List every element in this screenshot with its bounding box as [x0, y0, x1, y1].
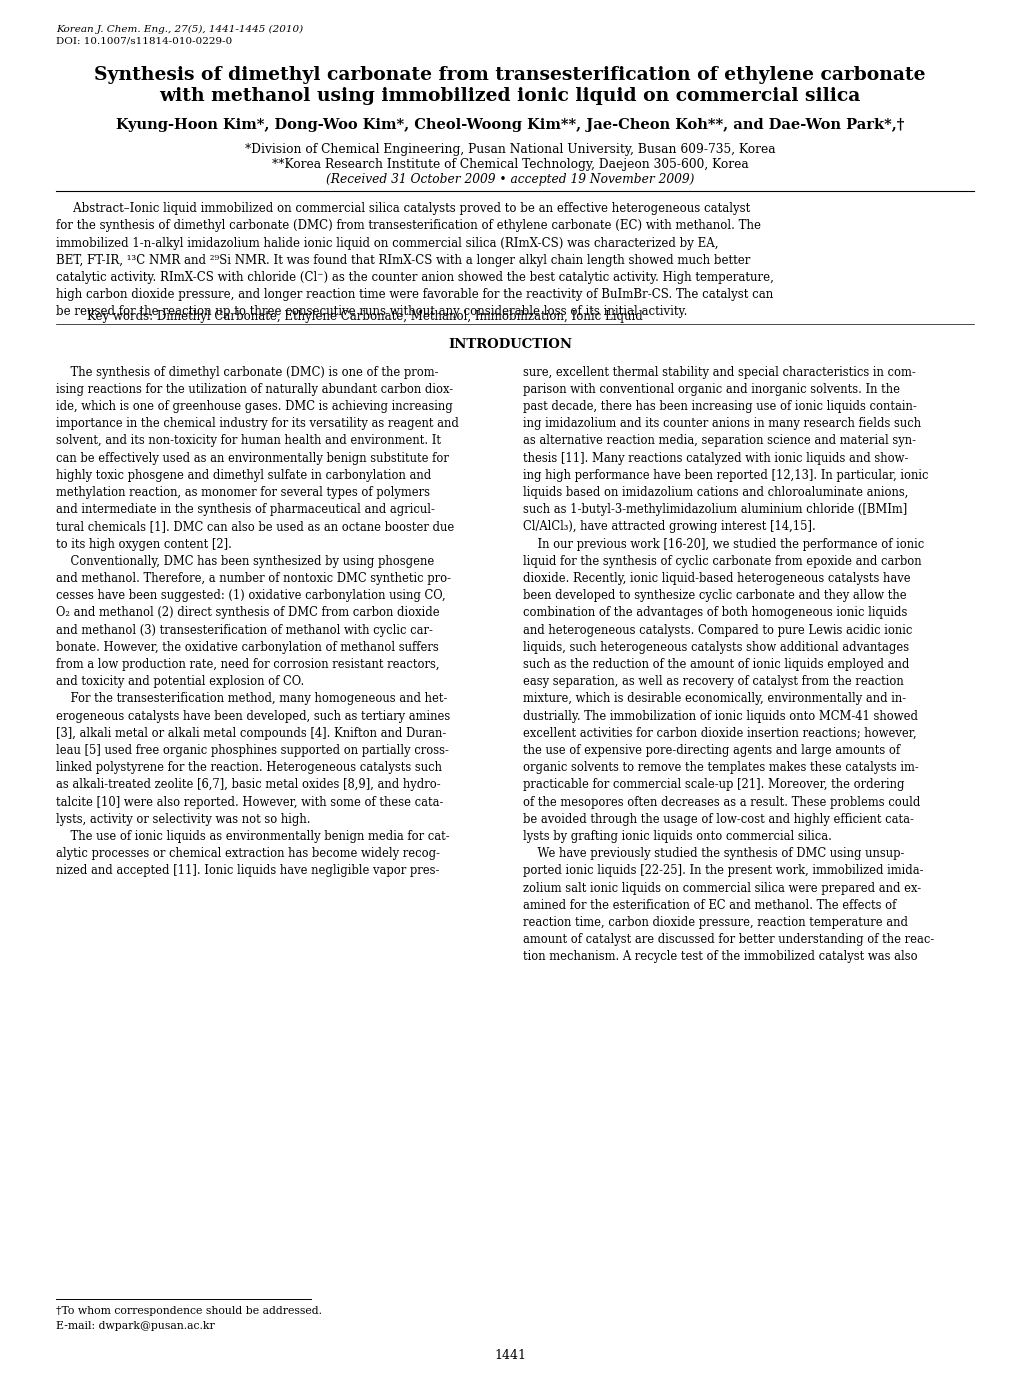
- Text: INTRODUCTION: INTRODUCTION: [447, 338, 572, 350]
- Text: Kyung-Hoon Kim*, Dong-Woo Kim*, Cheol-Woong Kim**, Jae-Cheon Koh**, and Dae-Won : Kyung-Hoon Kim*, Dong-Woo Kim*, Cheol-Wo…: [116, 118, 903, 132]
- Text: Key words: Dimethyl Carbonate, Ethylene Carbonate, Methanol, Immobilization, Ion: Key words: Dimethyl Carbonate, Ethylene …: [87, 310, 642, 323]
- Text: DOI: 10.1007/s11814-010-0229-0: DOI: 10.1007/s11814-010-0229-0: [56, 36, 232, 44]
- Text: E-mail: dwpark@pusan.ac.kr: E-mail: dwpark@pusan.ac.kr: [56, 1321, 215, 1331]
- Text: sure, excellent thermal stability and special characteristics in com-
parison wi: sure, excellent thermal stability and sp…: [523, 366, 933, 964]
- Text: with methanol using immobilized ionic liquid on commercial silica: with methanol using immobilized ionic li…: [159, 87, 860, 105]
- Text: **Korea Research Institute of Chemical Technology, Daejeon 305-600, Korea: **Korea Research Institute of Chemical T…: [271, 158, 748, 170]
- Text: The synthesis of dimethyl carbonate (DMC) is one of the prom-
ising reactions fo: The synthesis of dimethyl carbonate (DMC…: [56, 366, 459, 878]
- Text: Abstract–Ionic liquid immobilized on commercial silica catalysts proved to be an: Abstract–Ionic liquid immobilized on com…: [56, 202, 773, 319]
- Text: Korean J. Chem. Eng., 27(5), 1441-1445 (2010): Korean J. Chem. Eng., 27(5), 1441-1445 (…: [56, 25, 303, 35]
- Text: (Received 31 October 2009 • accepted 19 November 2009): (Received 31 October 2009 • accepted 19 …: [325, 173, 694, 186]
- Text: *Division of Chemical Engineering, Pusan National University, Busan 609-735, Kor: *Division of Chemical Engineering, Pusan…: [245, 143, 774, 155]
- Text: 1441: 1441: [493, 1349, 526, 1361]
- Text: Synthesis of dimethyl carbonate from transesterification of ethylene carbonate: Synthesis of dimethyl carbonate from tra…: [94, 66, 925, 84]
- Text: †To whom correspondence should be addressed.: †To whom correspondence should be addres…: [56, 1306, 322, 1316]
